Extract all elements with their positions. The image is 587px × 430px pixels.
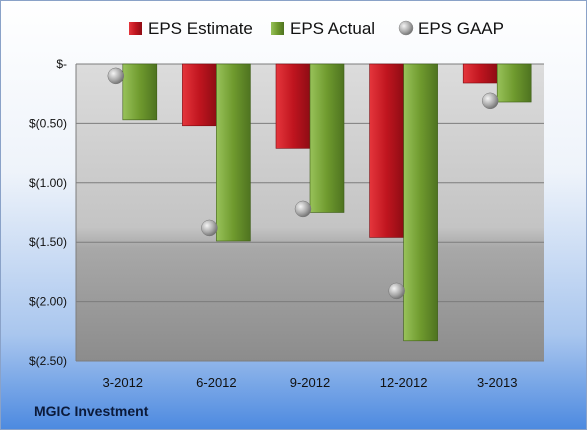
legend-label: EPS Actual	[290, 19, 375, 38]
y-tick-label: $-	[56, 57, 67, 71]
y-tick-label: $(2.50)	[29, 354, 67, 368]
marker-eps-gaap	[107, 67, 125, 85]
bar-eps-actual	[216, 63, 251, 242]
company-name: MGIC Investment	[34, 403, 149, 419]
x-tick-label: 3-2012	[103, 375, 143, 390]
bar-eps-estimate	[369, 63, 404, 238]
legend: EPS Estimate EPS Actual EPS GAAP	[129, 19, 504, 38]
legend-swatch	[398, 20, 414, 36]
gaap-markers	[107, 67, 499, 300]
axes: $- $(0.50) $(1.00) $(1.50) $(2.00) $(2.50) 3-2…	[29, 57, 517, 390]
bar-eps-estimate	[462, 63, 498, 84]
bar-eps-estimate	[182, 63, 217, 127]
legend-swatch	[271, 22, 284, 35]
y-tick-label: $(1.00)	[29, 176, 67, 190]
legend-label: EPS Estimate	[148, 19, 253, 38]
legend-swatch	[129, 22, 142, 35]
x-tick-label: 3-2013	[477, 375, 517, 390]
marker-eps-gaap	[294, 200, 312, 218]
legend-label: EPS GAAP	[418, 19, 504, 38]
bar-eps-estimate	[275, 63, 311, 149]
x-tick-label: 6-2012	[196, 375, 236, 390]
y-tick-label: $(1.50)	[29, 235, 67, 249]
bar-eps-actual	[122, 63, 158, 121]
marker-eps-gaap	[201, 219, 218, 237]
marker-eps-gaap	[388, 282, 405, 300]
x-tick-label: 9-2012	[290, 375, 330, 390]
y-tick-label: $(2.00)	[29, 295, 67, 309]
bar-eps-actual	[309, 63, 345, 213]
bars	[122, 63, 532, 342]
bar-eps-actual	[496, 63, 532, 103]
x-tick-label: 12-2012	[380, 375, 428, 390]
y-tick-label: $(0.50)	[29, 116, 67, 130]
bar-eps-actual	[403, 63, 438, 342]
marker-eps-gaap	[481, 92, 499, 110]
